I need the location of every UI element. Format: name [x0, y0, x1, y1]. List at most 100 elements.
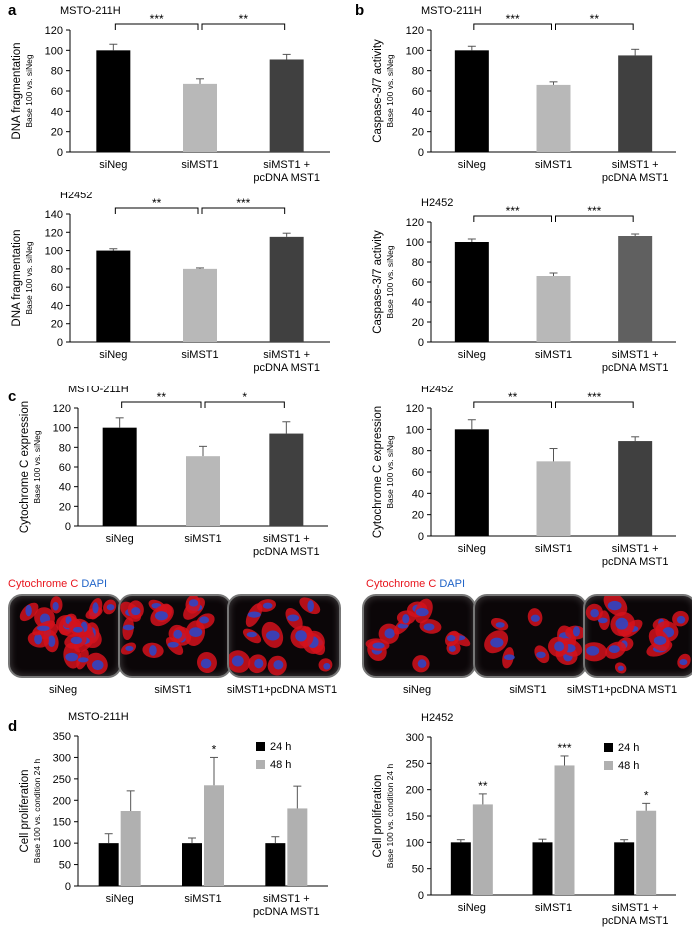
dapi-nucleus	[586, 646, 600, 656]
micrograph-label: siMST1	[154, 684, 192, 696]
chart-title: MSTO-211H	[68, 712, 129, 723]
y-tick-label: 80	[412, 257, 424, 269]
y-axis-label: DNA fragmentation	[11, 229, 23, 326]
dapi-nucleus	[273, 660, 284, 670]
dapi-nucleus	[246, 631, 257, 638]
y-tick-label: 100	[406, 237, 424, 249]
bar	[454, 242, 489, 342]
y-tick-label: 120	[406, 25, 424, 37]
chart-proliferation-msto: MSTO-211H 0 50 100 150 200 250 300 350 Cell proli…	[19, 712, 328, 918]
bar	[183, 268, 217, 342]
dapi-nucleus	[503, 654, 515, 661]
bar	[618, 441, 653, 536]
micrograph-h2452-rescue	[583, 594, 692, 678]
y-tick-label: 100	[406, 837, 424, 849]
dapi-nucleus	[446, 635, 456, 642]
x-tick-label: siMST1 +	[612, 159, 659, 171]
dapi-nucleus	[572, 626, 580, 637]
bar	[269, 59, 304, 152]
y-tick-label: 40	[412, 106, 424, 118]
legend-label: 24 h	[618, 742, 639, 754]
dapi-nucleus	[265, 630, 280, 641]
dapi-nucleus	[47, 635, 56, 647]
dapi-nucleus	[530, 614, 540, 622]
y-tick-label: 40	[51, 300, 63, 312]
bar	[454, 50, 489, 153]
stain-label-cytochrome: Cytochrome C	[366, 578, 437, 590]
dapi-nucleus	[149, 645, 157, 656]
y-axis-sublabel: Base 100 vs. siNeg	[24, 54, 34, 128]
significance-label: **	[157, 390, 167, 404]
y-tick-label: 80	[412, 446, 424, 458]
dapi-nucleus	[73, 626, 83, 633]
significance-label: **	[152, 196, 162, 210]
dapi-nucleus	[92, 660, 104, 671]
dapi-nucleus	[52, 601, 59, 611]
x-tick-label: siMST1	[181, 349, 218, 361]
x-tick-label: siMST1 +	[263, 533, 310, 545]
bar	[269, 433, 304, 526]
dapi-nucleus	[536, 651, 546, 659]
y-tick-label: 60	[412, 467, 424, 479]
x-tick-label: pcDNA MST1	[602, 172, 669, 184]
y-axis-label: Cytochrome C expression	[372, 406, 384, 538]
dapi-nucleus	[287, 614, 300, 622]
dapi-nucleus	[554, 641, 565, 652]
significance-label: *	[644, 788, 649, 802]
significance-label: ***	[587, 390, 601, 404]
y-tick-label: 0	[418, 147, 424, 159]
y-tick-label: 0	[65, 521, 71, 533]
y-tick-label: 0	[65, 881, 71, 893]
micrograph-label: siNeg	[48, 684, 78, 696]
chart-dna-fragmentation-msto: MSTO-211H 0 20 40 60 80 100 120 DNA fragmentatio…	[11, 5, 330, 184]
chart-dna-fragmentation-h2452: H2452 0 20 40 60 80 100 120 140 DNA fragmentation…	[11, 192, 330, 374]
dapi-nucleus	[65, 652, 79, 662]
bar	[554, 765, 575, 895]
chart-cytochrome-msto: MSTO-211H 0 20 40 60 80 100 120 Cytochrome C exp…	[19, 386, 328, 558]
y-tick-label: 120	[45, 227, 63, 239]
dapi-nucleus	[106, 604, 115, 611]
significance-bracket	[204, 401, 285, 408]
x-tick-label: pcDNA MST1	[602, 556, 669, 568]
micrograph-label: siMST1	[509, 684, 547, 696]
significance-bracket	[555, 215, 634, 222]
dapi-nucleus	[676, 615, 686, 624]
y-axis-sublabel: Base 100 vs. siNeg	[32, 430, 42, 504]
bar	[183, 83, 217, 152]
y-axis-sublabel: Base 100 vs. siNeg	[385, 54, 395, 128]
y-tick-label: 300	[406, 732, 424, 744]
y-axis-sublabel: Base 100 vs. siNeg	[24, 241, 34, 315]
chart-proliferation-h2452: H2452 0 50 100 150 200 250 300 Cell proliferatio…	[372, 712, 676, 927]
bar	[96, 250, 131, 342]
y-tick-label: 60	[51, 282, 63, 294]
stain-label-cytochrome: Cytochrome C	[8, 578, 79, 590]
x-tick-label: siNeg	[106, 533, 134, 545]
panel-letter-d: d	[8, 718, 18, 735]
dapi-nucleus	[131, 607, 141, 616]
bar	[269, 236, 304, 342]
x-tick-label: siMST1	[535, 159, 572, 171]
y-tick-label: 40	[51, 106, 63, 118]
significance-bracket	[114, 23, 199, 30]
significance-bracket	[555, 401, 634, 408]
micrograph-label: siNeg	[402, 684, 432, 696]
dapi-nucleus	[92, 602, 99, 614]
y-tick-label: 80	[412, 66, 424, 78]
x-tick-label: siMST1 +	[263, 349, 310, 361]
dapi-nucleus	[231, 655, 244, 667]
dapi-nucleus	[372, 642, 385, 649]
bar	[450, 842, 471, 895]
significance-label: ***	[506, 204, 520, 218]
y-tick-label: 40	[412, 488, 424, 500]
significance-label: **	[478, 779, 488, 793]
x-tick-label: siMST1 +	[612, 902, 659, 914]
dapi-nucleus	[490, 637, 504, 648]
bar	[472, 804, 493, 895]
panel-letter-b: b	[355, 2, 365, 19]
y-axis-sublabel: Base 100 vs. siNeg	[385, 245, 395, 319]
y-tick-label: 200	[406, 785, 424, 797]
x-tick-label: pcDNA MST1	[253, 906, 320, 918]
y-axis-label: Caspase-3/7 activity	[372, 39, 384, 143]
y-tick-label: 60	[412, 277, 424, 289]
significance-bracket	[555, 23, 634, 30]
